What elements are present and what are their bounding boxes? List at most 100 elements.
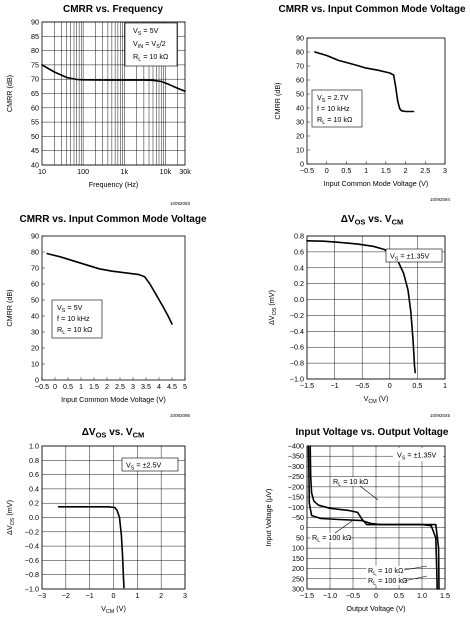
plot-frame <box>41 445 186 590</box>
y-tick-label: 0.6 <box>29 470 39 479</box>
y-tick-label: −300 <box>288 462 304 471</box>
leader-line <box>403 565 428 571</box>
y-tick-label: 0.2 <box>29 499 39 508</box>
y-tick-label: 10 <box>31 360 39 369</box>
series-label-bg <box>366 566 405 575</box>
series-label-bg <box>310 533 349 542</box>
y-tick-label: 20 <box>31 344 39 353</box>
leader-line <box>334 520 353 534</box>
y-tick-label: 85 <box>31 32 39 41</box>
x-tick-label: 2 <box>159 591 163 600</box>
x-tick-label: −1.0 <box>323 591 337 600</box>
y-tick-label: 30 <box>296 118 304 127</box>
y-tick-label: 0.2 <box>294 279 304 288</box>
y-tick-label: 30 <box>31 328 39 337</box>
y-tick-label: 50 <box>296 533 304 542</box>
x-tick-label: 3.5 <box>141 382 151 391</box>
x-tick-label: 1.5 <box>89 382 99 391</box>
x-tick-label: −1.5 <box>300 381 314 390</box>
condition-vs: VS = 5V <box>57 303 83 314</box>
x-axis-label: Input Common Mode Voltage (V) <box>324 179 429 188</box>
x-tick-label: 0 <box>388 381 392 390</box>
condition-rl: RL = 10 kΩ <box>57 325 93 336</box>
x-tick-label: −1 <box>86 591 94 600</box>
chart-title: CMRR vs. Frequency <box>63 4 163 15</box>
y-tick-label: 40 <box>31 161 39 170</box>
y-tick-label: 70 <box>31 264 39 273</box>
condition-vs: VS = ±1.35V <box>390 252 430 263</box>
x-tick-label: 0 <box>53 382 57 391</box>
y-tick-label: 65 <box>31 89 39 98</box>
chart-5: ΔVOS vs. VCM −1.0 −0.8 −0.6 −0.4 −0.2 0.0 0.2 0.… <box>5 427 187 615</box>
x-tick-label: 2 <box>105 382 109 391</box>
y-tick-label: 45 <box>31 146 39 155</box>
y-tick-label: −0.2 <box>290 311 304 320</box>
y-tick-label: −1.0 <box>25 585 39 594</box>
y-tick-label: −0.6 <box>290 343 304 352</box>
x-tick-label: −0.5 <box>300 166 314 175</box>
y-tick-label: 40 <box>31 312 39 321</box>
condition-vs: VS = ±2.5V <box>126 461 162 472</box>
y-tick-label: 50 <box>296 90 304 99</box>
x-tick-label: 2.5 <box>115 382 125 391</box>
y-tick-label: 70 <box>296 62 304 71</box>
plot-frame <box>306 37 446 165</box>
x-tick-label: 4 <box>157 382 161 391</box>
y-tick-label: 80 <box>31 248 39 257</box>
chart-2: CMRR vs. Input Common Mode Voltage010203… <box>273 4 466 202</box>
y-tick-label: 0 <box>300 160 304 169</box>
x-tick-label: 0.5 <box>412 381 422 390</box>
y-tick-label: −200 <box>288 482 304 491</box>
series-label-4: RL = 100 kΩ <box>368 576 408 587</box>
series-label-bg <box>366 576 405 585</box>
y-tick-label: −0.8 <box>25 570 39 579</box>
x-tick-label: 1 <box>443 381 447 390</box>
x-tick-label: 5 <box>183 382 187 391</box>
condition-rl: RL = 10 kΩ <box>133 52 169 63</box>
series-line-1 <box>46 252 173 325</box>
figure-code: 10092093 <box>170 201 191 206</box>
y-tick-label: 60 <box>296 76 304 85</box>
leader-line <box>403 575 428 582</box>
x-tick-label: 1 <box>135 591 139 600</box>
y-tick-label: 0.0 <box>294 295 304 304</box>
x-tick-label: 30k <box>179 167 191 176</box>
chart-4: ΔVOS vs. VCM −1.0 −0.8 −0.6 −0.4 −0.2 0.0 0.2 0.… <box>267 214 450 418</box>
y-tick-label: −1.0 <box>290 375 304 384</box>
x-tick-label: 10 <box>38 167 46 176</box>
x-tick-label: 1.0 <box>417 591 427 600</box>
x-axis-label: Input Common Mode Voltage (V) <box>61 395 166 404</box>
x-tick-label: 2.5 <box>420 166 430 175</box>
y-axis-label: CMRR (dB) <box>5 289 14 326</box>
condition-box <box>385 248 443 263</box>
plot-frame <box>41 21 186 166</box>
x-axis-label: VCM (V) <box>364 394 389 405</box>
x-tick-label: 3 <box>443 166 447 175</box>
y-tick-label: −0.4 <box>25 542 39 551</box>
condition-vin: VIN = VS/2 <box>133 39 166 50</box>
x-tick-label: 0.5 <box>394 591 404 600</box>
chart-title: ΔVOS vs. VCM <box>82 427 145 440</box>
y-tick-label: 75 <box>31 60 39 69</box>
y-tick-label: 0.0 <box>29 513 39 522</box>
y-axis-label: ΔVOS (mV) <box>267 290 278 325</box>
x-tick-label: 0 <box>325 166 329 175</box>
series-label-2: RL = 100 kΩ <box>312 533 352 544</box>
condition-freq: f = 10 kHz <box>317 104 350 113</box>
y-axis-label: Input Voltage (μV) <box>264 489 273 547</box>
y-tick-label: 90 <box>31 232 39 241</box>
condition-rl: RL = 10 kΩ <box>317 115 353 126</box>
plot-frame <box>306 235 446 380</box>
series-line-1 <box>314 51 415 113</box>
figure-code: 10092045 <box>430 413 451 418</box>
y-tick-label: −150 <box>288 493 304 502</box>
y-tick-label: 90 <box>31 18 39 27</box>
x-axis-label: Frequency (Hz) <box>89 180 139 189</box>
condition-freq: f = 10 kHz <box>57 314 90 323</box>
y-tick-label: −250 <box>288 472 304 481</box>
x-tick-label: 0 <box>112 591 116 600</box>
y-tick-label: −0.4 <box>290 327 304 336</box>
series-label-3: RL = 10 kΩ <box>368 566 404 577</box>
condition-box <box>311 89 363 128</box>
